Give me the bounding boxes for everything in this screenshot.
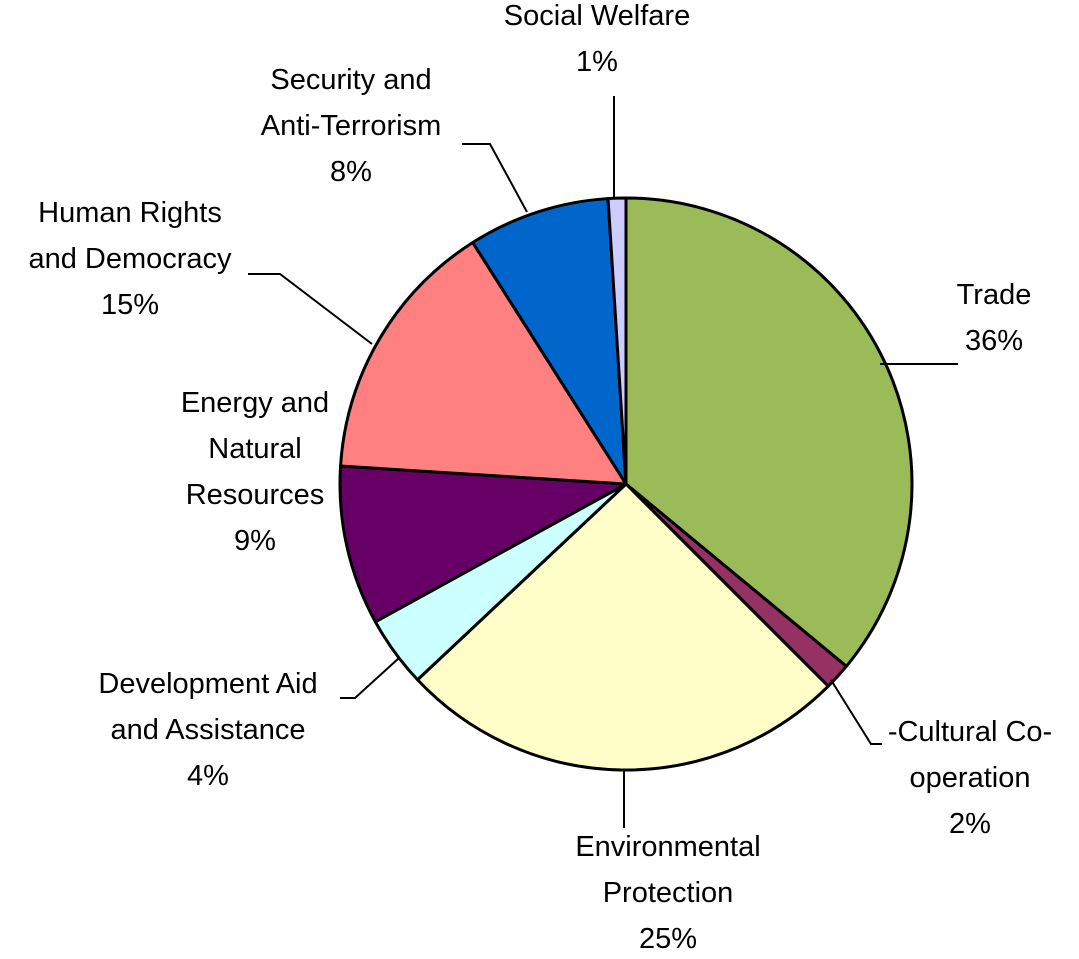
slice-name-line: Human Rights <box>38 197 222 229</box>
slice-percent-label: 15% <box>101 289 159 321</box>
leader-lines <box>248 96 958 828</box>
leader-line-security-and-anti-terrorism <box>462 143 528 213</box>
slice-name-line: operation <box>910 762 1031 794</box>
slice-name-line: -Cultural Co- <box>888 716 1052 748</box>
slice-label-human-rights-and-democracy: Human Rights and Democracy 15% <box>28 197 232 321</box>
slice-name-line: Protection <box>603 877 734 909</box>
leader-line-human-rights-and-democracy <box>248 273 373 345</box>
slice-name-line: Resources <box>186 479 325 511</box>
slice-name-line: Anti-Terrorism <box>261 110 441 142</box>
pie-slice-social-welfare <box>606 196 628 486</box>
slice-percent-label: 2% <box>949 808 991 840</box>
slice-name-line: and Democracy <box>28 243 232 275</box>
slice-label-energy-and-natural-resources: Energy and Natural Resources 9% <box>181 387 329 557</box>
leader-line-development-aid-and-assistance <box>340 657 400 699</box>
slice-percent-label: 36% <box>965 325 1023 357</box>
slice-name-line: Environmental <box>575 831 760 863</box>
slice-labels: Trade 36% -Cultural Co-operation 2% Environm… <box>28 0 1052 955</box>
pie-slice-trade <box>624 196 914 668</box>
slice-name-line: Development Aid <box>98 668 317 700</box>
slice-percent-label: 9% <box>234 525 276 557</box>
slice-label-social-welfare: Social Welfare 1% <box>504 0 690 78</box>
slice-label-security-and-anti-terrorism: Security and Anti-Terrorism 8% <box>261 64 441 188</box>
slice-label-environmental-protection: Environmental Protection 25% <box>575 831 760 955</box>
pie-slice-energy-and-natural-resources <box>338 464 628 624</box>
slice-name-line: Social Welfare <box>504 0 690 32</box>
slice-label-cultural-co-operation: -Cultural Co-operation 2% <box>888 716 1052 840</box>
slice-name-line: Security and <box>270 64 431 96</box>
slice-label-development-aid-and-assistance: Development Aid and Assistance 4% <box>98 668 317 792</box>
leader-line-cultural-co-operation <box>830 679 882 745</box>
slice-percent-label: 8% <box>330 156 372 188</box>
slice-name-line: Energy and <box>181 387 329 419</box>
pie-slice-human-rights-and-democracy <box>339 241 628 486</box>
pie-slice-security-and-anti-terrorism <box>471 197 628 486</box>
pie-slices <box>338 196 914 772</box>
slice-percent-label: 1% <box>576 46 618 78</box>
slice-name-line: Trade <box>957 279 1032 311</box>
slice-name-line: and Assistance <box>110 714 305 746</box>
slice-percent-label: 4% <box>187 760 229 792</box>
slice-label-trade: Trade 36% <box>957 279 1032 357</box>
pie-slice-environmental-protection <box>416 482 830 772</box>
slice-percent-label: 25% <box>639 923 697 955</box>
slice-name-line: Natural <box>208 433 302 465</box>
